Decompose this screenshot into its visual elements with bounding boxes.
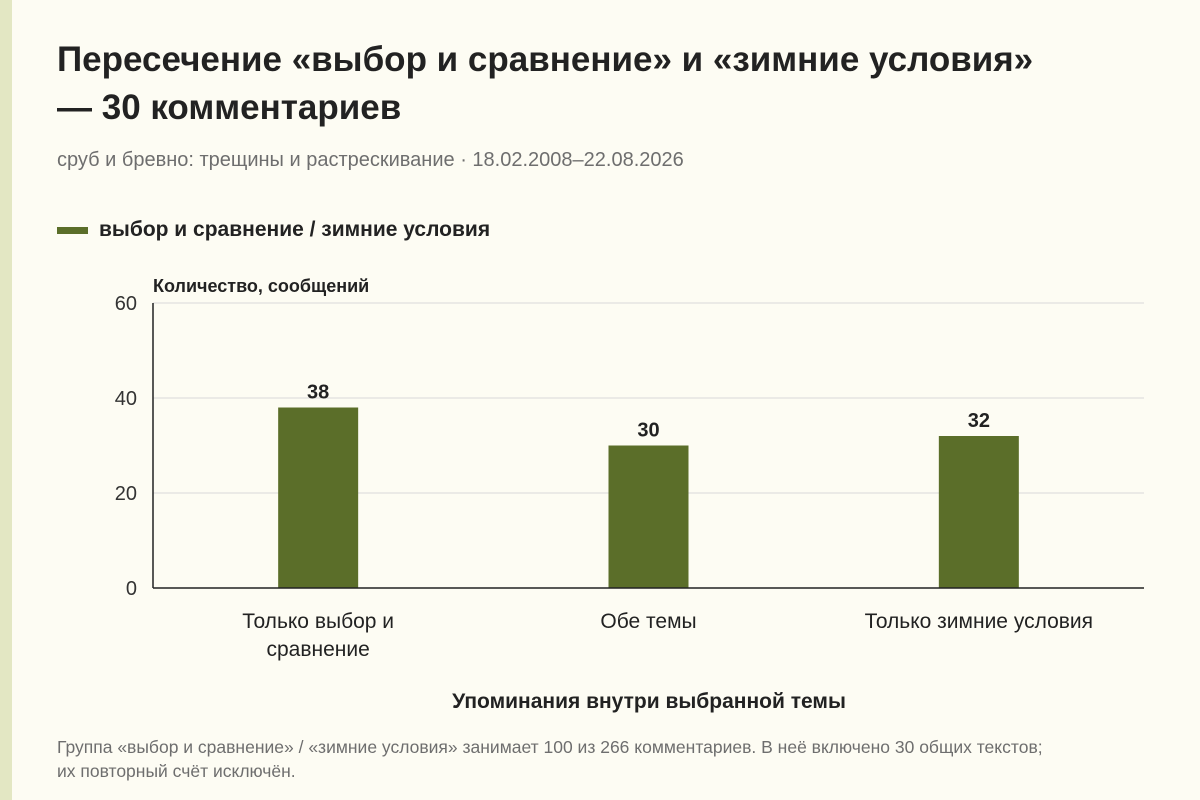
y-axis-ticks: 0 20 40 60 xyxy=(115,293,137,600)
legend-label: выбор и сравнение / зимние условия xyxy=(99,218,491,241)
chart-title: Пересечение «выбор и сравнение» и «зимни… xyxy=(57,40,1034,127)
bar-value-label: 30 xyxy=(637,420,659,442)
x-category-label: сравнение xyxy=(267,638,370,661)
bar xyxy=(938,436,1019,588)
bar xyxy=(608,445,689,588)
chart-subtitle: сруб и бревно: трещины и растрескивание … xyxy=(57,149,684,171)
category-labels: Только выбор и сравнение Обе темы Только зи… xyxy=(242,610,1093,661)
value-labels: 38 30 32 xyxy=(307,382,990,442)
accent-rule xyxy=(0,0,12,800)
y-axis-label: Количество, сообщений xyxy=(153,276,369,296)
legend-swatch xyxy=(57,226,88,234)
y-tick-label: 40 xyxy=(115,388,137,410)
y-tick-label: 60 xyxy=(115,293,137,315)
x-axis-label: Упоминания внутри выбранной темы xyxy=(452,690,846,713)
x-category-label: Только зимние условия xyxy=(865,610,1093,633)
y-tick-label: 0 xyxy=(126,578,137,600)
x-category-label: Только выбор и xyxy=(242,610,394,633)
bars xyxy=(278,407,1019,588)
bar xyxy=(278,407,359,588)
x-category-label: Обе темы xyxy=(600,610,696,633)
bar-value-label: 32 xyxy=(968,410,990,432)
y-tick-label: 20 xyxy=(115,483,137,505)
legend: выбор и сравнение / зимние условия xyxy=(57,218,490,242)
bar-value-label: 38 xyxy=(307,382,329,404)
footnote: Группа «выбор и сравнение» / «зимние усл… xyxy=(57,737,1043,781)
